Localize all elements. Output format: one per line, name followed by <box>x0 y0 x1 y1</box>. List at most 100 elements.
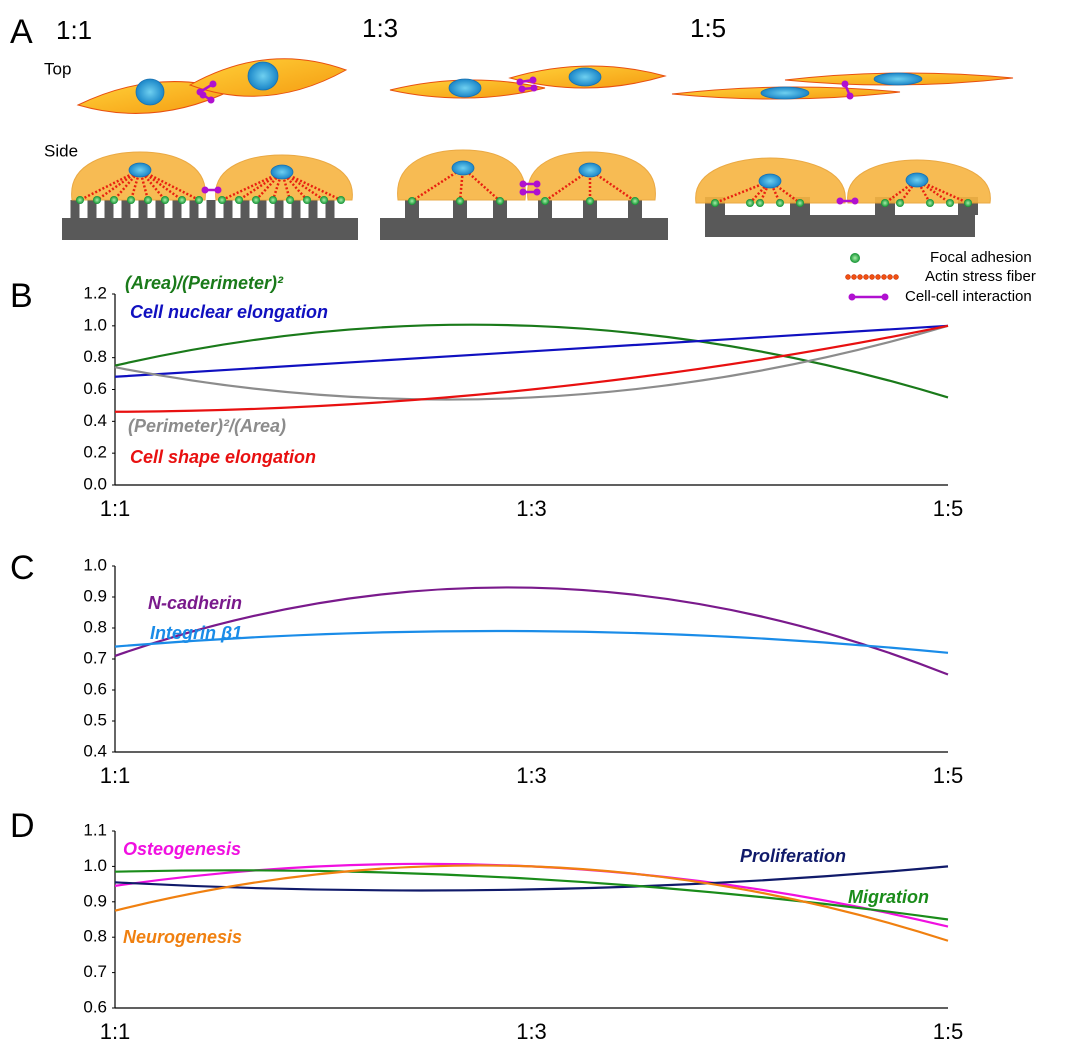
cell-interaction <box>842 81 849 88</box>
stress-fiber <box>852 275 857 280</box>
y-tick-label: 1.0 <box>83 315 107 334</box>
cell-interaction <box>520 189 527 196</box>
nucleus <box>761 87 809 99</box>
cell-interaction <box>882 294 889 301</box>
focal-adhesion <box>881 199 889 207</box>
y-tick-label: 0.4 <box>83 411 107 430</box>
y-tick-label: 0.8 <box>83 617 107 636</box>
ratio-label: 1:5 <box>690 13 726 43</box>
figure: A 1:1 1:3 1:5 Top Side Focal adhesion Ac… <box>0 0 1079 1054</box>
focal-adhesion <box>320 196 328 204</box>
y-tick-label: 1.0 <box>83 555 107 574</box>
view-label: Top <box>44 59 71 78</box>
y-tick-label: 0.5 <box>83 710 107 729</box>
cell-interaction <box>210 81 217 88</box>
focal-adhesion <box>110 196 118 204</box>
focal-adhesion <box>161 196 169 204</box>
substrate <box>380 218 668 240</box>
cell-interaction <box>200 92 207 99</box>
series-label: Cell nuclear elongation <box>130 302 328 322</box>
y-tick-label: 0.7 <box>83 648 107 667</box>
cell-interaction <box>517 79 524 86</box>
stress-fiber <box>864 275 869 280</box>
stress-fiber <box>846 275 851 280</box>
cell-interaction <box>837 198 844 205</box>
nucleus <box>874 73 922 85</box>
panel-label: A <box>10 13 33 51</box>
cell-interaction <box>531 85 538 92</box>
x-tick-label: 1:5 <box>933 496 964 521</box>
series-label: (Area)/(Perimeter)² <box>125 273 284 293</box>
x-tick-label: 1:3 <box>516 496 547 521</box>
focal-adhesion <box>964 199 972 207</box>
y-tick-label: 0.6 <box>83 997 107 1016</box>
focal-adhesion <box>286 196 294 204</box>
cell-interaction <box>534 189 541 196</box>
cell-interaction <box>849 294 856 301</box>
focal-adhesion <box>178 196 186 204</box>
series-label: Integrin β1 <box>150 623 242 643</box>
stress-fiber <box>870 275 875 280</box>
y-tick-label: 0.8 <box>83 347 107 366</box>
series-label: Neurogenesis <box>123 927 242 947</box>
cell-interaction <box>852 198 859 205</box>
y-tick-label: 0.6 <box>83 379 107 398</box>
cell-interaction <box>520 181 527 188</box>
y-tick-label: 0.4 <box>83 741 107 760</box>
focal-adhesion <box>93 196 101 204</box>
series-label: Proliferation <box>740 846 846 866</box>
panel-label: B <box>10 277 33 315</box>
focal-adhesion <box>127 196 135 204</box>
data-line <box>115 326 948 377</box>
series-label: Osteogenesis <box>123 839 241 859</box>
x-tick-label: 1:5 <box>933 763 964 788</box>
series-label: Migration <box>848 887 929 907</box>
focal-adhesion <box>756 199 764 207</box>
focal-adhesion <box>252 196 260 204</box>
legend-text: Cell-cell interaction <box>905 288 1032 305</box>
cell-interaction <box>208 97 215 104</box>
y-tick-label: 0.9 <box>83 891 107 910</box>
x-tick-label: 1:5 <box>933 1019 964 1044</box>
stress-fiber <box>876 275 881 280</box>
y-tick-label: 1.0 <box>83 856 107 875</box>
pillar <box>207 200 216 218</box>
y-tick-label: 0.8 <box>83 927 107 946</box>
substrate <box>62 218 358 240</box>
stress-fiber <box>894 275 899 280</box>
focal-adhesion <box>408 197 416 205</box>
data-line <box>115 864 948 927</box>
nucleus <box>759 174 781 188</box>
focal-adhesion <box>776 199 784 207</box>
stress-fiber <box>888 275 893 280</box>
cell-interaction <box>519 86 526 93</box>
y-tick-label: 1.2 <box>83 283 107 302</box>
nucleus <box>129 163 151 177</box>
y-tick-label: 0.2 <box>83 443 107 462</box>
nucleus <box>579 163 601 177</box>
ratio-label: 1:1 <box>56 15 92 45</box>
stress-fiber <box>882 275 887 280</box>
x-tick-label: 1:1 <box>100 1019 131 1044</box>
focal-adhesion <box>195 196 203 204</box>
nucleus <box>136 79 164 105</box>
focal-adhesion <box>235 196 243 204</box>
nucleus <box>906 173 928 187</box>
focal-adhesion <box>456 197 464 205</box>
nucleus <box>449 79 481 97</box>
series-label: Cell shape elongation <box>130 447 316 467</box>
focal-adhesion <box>746 199 754 207</box>
focal-adhesion <box>541 197 549 205</box>
substrate <box>705 215 975 237</box>
y-tick-label: 0.0 <box>83 474 107 493</box>
panel-label: D <box>10 807 35 845</box>
y-tick-label: 0.9 <box>83 586 107 605</box>
focal-adhesion <box>946 199 954 207</box>
nucleus <box>452 161 474 175</box>
cell-interaction <box>530 77 537 84</box>
legend-text: Focal adhesion <box>930 249 1032 266</box>
legend-text: Actin stress fiber <box>925 268 1036 285</box>
nucleus <box>248 62 278 90</box>
focal-adhesion <box>850 253 860 263</box>
focal-adhesion <box>711 199 719 207</box>
